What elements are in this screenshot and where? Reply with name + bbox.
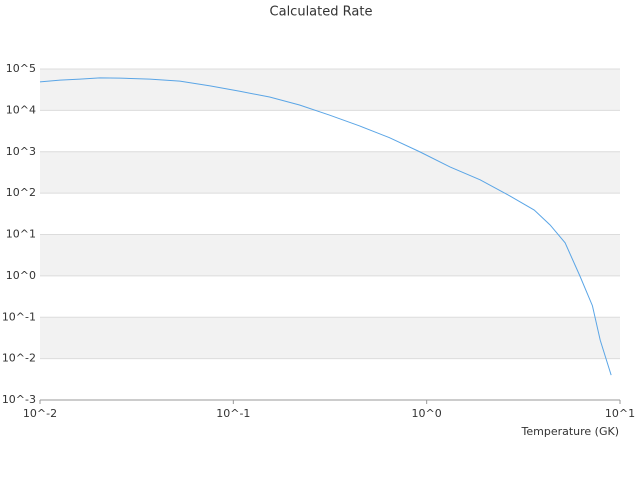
y-tick-label: 10^-2 xyxy=(2,352,36,365)
grid-band xyxy=(40,234,620,276)
y-tick-label: 10^0 xyxy=(6,269,36,282)
y-tick-label: 10^-3 xyxy=(2,393,36,406)
grid-band xyxy=(40,317,620,359)
y-tick-label: 10^5 xyxy=(6,62,36,75)
y-tick-label: 10^2 xyxy=(6,186,36,199)
y-tick-label: 10^1 xyxy=(6,228,36,241)
x-tick-label: 10^0 xyxy=(412,407,442,420)
grid-band xyxy=(40,151,620,194)
x-tick-label: 10^-2 xyxy=(23,407,57,420)
grid-band xyxy=(40,69,620,111)
x-tick-label: 10^1 xyxy=(605,407,635,420)
chart-title: Calculated Rate xyxy=(270,5,373,20)
y-tick-label: 10^3 xyxy=(6,145,36,158)
plot-background xyxy=(40,69,620,359)
x-axis-label: Temperature (GK) xyxy=(521,425,620,438)
y-tick-label: 10^4 xyxy=(6,103,36,116)
x-tick-label: 10^-1 xyxy=(216,407,250,420)
data-line xyxy=(39,77,612,376)
y-tick-label: 10^-1 xyxy=(2,310,36,323)
